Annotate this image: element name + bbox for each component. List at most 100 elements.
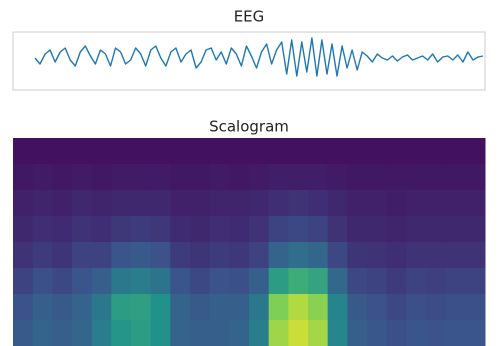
heatmap-cell xyxy=(308,190,329,217)
heatmap-cell xyxy=(72,164,93,191)
heatmap-cell xyxy=(111,242,132,269)
heatmap-cell xyxy=(52,216,73,243)
heatmap-cell xyxy=(386,268,407,295)
heatmap-cell xyxy=(367,242,388,269)
heatmap-cell xyxy=(131,320,152,346)
heatmap-cell xyxy=(13,216,34,243)
heatmap-cell xyxy=(131,216,152,243)
heatmap-cell xyxy=(13,190,34,217)
heatmap-cell xyxy=(72,242,93,269)
heatmap-cell xyxy=(209,190,230,217)
heatmap-cell xyxy=(190,242,211,269)
heatmap-cell xyxy=(465,320,486,346)
heatmap-cell xyxy=(32,320,53,346)
heatmap-cell xyxy=(32,164,53,191)
heatmap-cell xyxy=(170,294,191,321)
heatmap-cell xyxy=(249,320,270,346)
heatmap-cell xyxy=(445,242,466,269)
heatmap-cell xyxy=(426,268,447,295)
heatmap-cell xyxy=(111,320,132,346)
heatmap-cell xyxy=(150,190,171,217)
heatmap-cell xyxy=(426,190,447,217)
heatmap-cell xyxy=(150,164,171,191)
heatmap-cell xyxy=(465,268,486,295)
heatmap-cell xyxy=(249,190,270,217)
heatmap-cell xyxy=(426,138,447,165)
heatmap-cell xyxy=(367,268,388,295)
heatmap-cell xyxy=(249,216,270,243)
heatmap-cell xyxy=(327,190,348,217)
heatmap-cell xyxy=(131,164,152,191)
heatmap-cell xyxy=(111,294,132,321)
heatmap-cell xyxy=(445,216,466,243)
heatmap-cell xyxy=(308,164,329,191)
heatmap-cell xyxy=(72,320,93,346)
heatmap-cell xyxy=(209,294,230,321)
heatmap-cell xyxy=(190,138,211,165)
heatmap-cell xyxy=(249,242,270,269)
heatmap-cell xyxy=(32,242,53,269)
heatmap-cell xyxy=(170,242,191,269)
heatmap-cell xyxy=(249,294,270,321)
heatmap-cell xyxy=(111,268,132,295)
heatmap-cell xyxy=(229,268,250,295)
heatmap-cell xyxy=(268,138,289,165)
heatmap-cell xyxy=(347,294,368,321)
heatmap-cell xyxy=(229,138,250,165)
heatmap-cell xyxy=(445,138,466,165)
heatmap-cell xyxy=(386,216,407,243)
heatmap-cell xyxy=(32,138,53,165)
heatmap-cell xyxy=(367,216,388,243)
heatmap-cell xyxy=(327,164,348,191)
heatmap-cell xyxy=(386,242,407,269)
heatmap-cell xyxy=(347,190,368,217)
heatmap-cell xyxy=(91,190,112,217)
heatmap-cell xyxy=(209,138,230,165)
heatmap-cell xyxy=(386,320,407,346)
heatmap-cell xyxy=(288,320,309,346)
heatmap-cell xyxy=(268,216,289,243)
heatmap-cell xyxy=(229,164,250,191)
heatmap-cell xyxy=(131,242,152,269)
heatmap-cell xyxy=(308,268,329,295)
heatmap-cell xyxy=(209,164,230,191)
heatmap-cell xyxy=(52,242,73,269)
heatmap-cell xyxy=(268,320,289,346)
heatmap-cell xyxy=(150,268,171,295)
heatmap-cell xyxy=(268,242,289,269)
heatmap-cell xyxy=(406,294,427,321)
heatmap-cell xyxy=(13,138,34,165)
heatmap-cell xyxy=(91,242,112,269)
heatmap-cell xyxy=(229,320,250,346)
heatmap-cell xyxy=(72,216,93,243)
heatmap-cell xyxy=(91,320,112,346)
heatmap-cell xyxy=(406,268,427,295)
heatmap-cell xyxy=(91,294,112,321)
heatmap-cell xyxy=(229,294,250,321)
heatmap-cell xyxy=(288,216,309,243)
heatmap-cell xyxy=(209,242,230,269)
heatmap-cell xyxy=(170,216,191,243)
heatmap-cell xyxy=(327,268,348,295)
heatmap-cell xyxy=(347,242,368,269)
heatmap-cell xyxy=(209,320,230,346)
heatmap-cell xyxy=(131,138,152,165)
heatmap-cell xyxy=(465,216,486,243)
heatmap-cell xyxy=(131,294,152,321)
heatmap-cell xyxy=(386,294,407,321)
heatmap-cell xyxy=(426,320,447,346)
heatmap-cell xyxy=(52,320,73,346)
heatmap-cell xyxy=(308,320,329,346)
heatmap-cell xyxy=(367,164,388,191)
heatmap-cell xyxy=(386,138,407,165)
heatmap-cell xyxy=(190,190,211,217)
heatmap-cell xyxy=(32,190,53,217)
heatmap-cell xyxy=(445,320,466,346)
heatmap-cell xyxy=(170,190,191,217)
heatmap-cell xyxy=(170,320,191,346)
heatmap-cell xyxy=(52,138,73,165)
heatmap-cell xyxy=(406,242,427,269)
heatmap-cell xyxy=(288,164,309,191)
heatmap-cell xyxy=(347,216,368,243)
